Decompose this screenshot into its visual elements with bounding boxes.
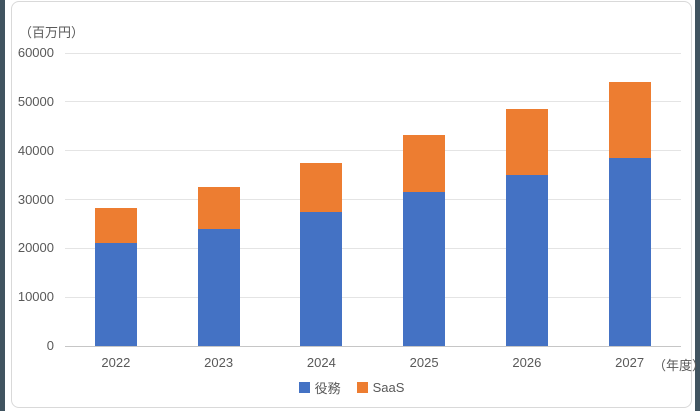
legend-item-yakumu: 役務 bbox=[298, 378, 341, 397]
x-tick-label-2026: 2026 bbox=[512, 355, 542, 370]
legend-swatch-saas-icon bbox=[356, 382, 368, 393]
x-tick-label-2023: 2023 bbox=[204, 355, 234, 370]
bar-segment-SaaS-2023 bbox=[197, 187, 240, 229]
bar-segment-役務-2025 bbox=[403, 192, 446, 346]
x-axis-unit-label: （年度） bbox=[653, 358, 700, 373]
gridline-50000 bbox=[64, 101, 681, 103]
bar-segment-SaaS-2027 bbox=[608, 82, 651, 158]
bar-segment-役務-2027 bbox=[608, 158, 651, 346]
y-tick-label-50000: 50000 bbox=[17, 93, 54, 109]
x-tick-label-2024: 2024 bbox=[306, 355, 336, 370]
y-tick-label-60000: 60000 bbox=[17, 45, 54, 60]
bar-2025 bbox=[403, 135, 446, 346]
y-tick-label-20000: 20000 bbox=[17, 240, 54, 256]
gridline-20000 bbox=[64, 247, 681, 249]
y-tick-label-0: 0 bbox=[46, 338, 54, 353]
legend-swatch-yakumu-icon bbox=[298, 382, 310, 393]
x-tick-label-2025: 2025 bbox=[409, 355, 439, 370]
y-tick-label-40000: 40000 bbox=[17, 142, 54, 158]
legend-item-saas: SaaS bbox=[356, 380, 405, 395]
y-tick-label-30000: 30000 bbox=[17, 191, 54, 207]
legend-label-saas: SaaS bbox=[372, 380, 405, 395]
bar-2024 bbox=[300, 162, 343, 346]
plot-area bbox=[64, 52, 681, 347]
x-tick-label-2022: 2022 bbox=[101, 355, 131, 370]
gridline-40000 bbox=[64, 150, 681, 152]
chart-card: （百万円） 0 10000 20000 30000 40000 50000 60000 20… bbox=[11, 1, 700, 408]
gridline-30000 bbox=[64, 199, 681, 200]
bar-segment-役務-2024 bbox=[300, 211, 343, 346]
bar-2022 bbox=[94, 208, 137, 346]
gridline-10000 bbox=[64, 296, 681, 298]
right-frame-edge bbox=[695, 0, 700, 411]
legend: 役務 SaaS bbox=[12, 378, 691, 397]
y-tick-label-10000: 10000 bbox=[17, 289, 54, 305]
bar-2023 bbox=[197, 187, 240, 346]
x-axis-line bbox=[64, 345, 681, 347]
bar-2026 bbox=[505, 109, 548, 346]
bar-segment-SaaS-2024 bbox=[300, 162, 343, 212]
legend-label-yakumu: 役務 bbox=[314, 381, 341, 396]
bar-segment-SaaS-2026 bbox=[505, 109, 548, 176]
bar-segment-役務-2026 bbox=[505, 175, 548, 346]
bar-segment-SaaS-2025 bbox=[403, 135, 446, 193]
bar-segment-役務-2022 bbox=[94, 243, 137, 346]
bar-2027 bbox=[608, 82, 651, 346]
bar-segment-役務-2023 bbox=[197, 228, 240, 346]
gridline-60000 bbox=[64, 52, 681, 54]
y-axis-unit-label: （百万円） bbox=[19, 25, 85, 40]
bar-segment-SaaS-2022 bbox=[94, 208, 137, 244]
left-frame-edge bbox=[0, 0, 5, 411]
